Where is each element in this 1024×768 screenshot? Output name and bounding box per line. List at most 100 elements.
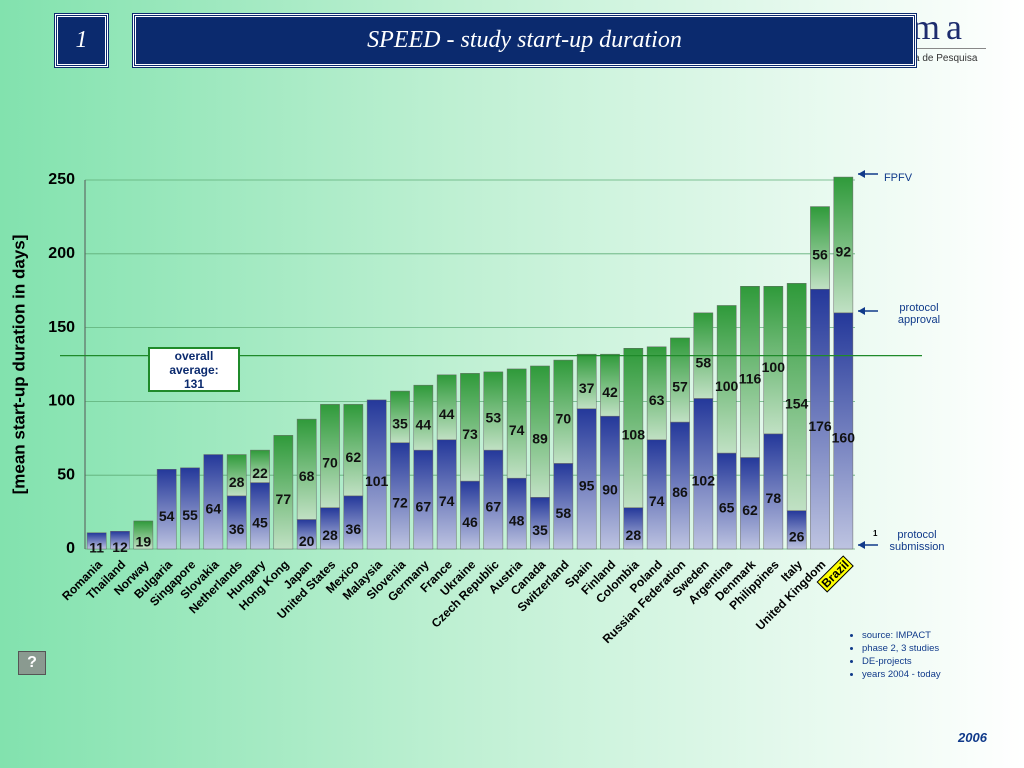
data-label: 154 <box>785 396 809 412</box>
bar-segment <box>110 531 130 550</box>
data-label: 74 <box>649 493 665 509</box>
data-label: 100 <box>715 378 739 394</box>
data-label: 48 <box>509 512 525 528</box>
y-axis-label: [mean start-up duration in days] <box>9 235 28 495</box>
data-label: 101 <box>365 473 389 489</box>
data-label: 116 <box>739 371 762 387</box>
data-label: 74 <box>439 493 455 509</box>
data-label: 36 <box>229 521 245 537</box>
y-tick-label: 200 <box>48 245 75 262</box>
note: phase 2, 3 studies <box>862 643 941 654</box>
data-label: 86 <box>672 484 688 500</box>
bar-segment <box>413 384 434 451</box>
data-label: 36 <box>346 521 362 537</box>
data-label: 35 <box>392 416 408 432</box>
data-label: 44 <box>439 406 455 422</box>
data-label: 44 <box>416 416 432 432</box>
bar-segment <box>296 418 317 520</box>
data-label: 73 <box>462 426 478 442</box>
help-button[interactable]: ? <box>18 651 46 675</box>
bar-segment <box>646 346 667 441</box>
data-label: 65 <box>719 500 735 516</box>
bar-segment <box>483 371 504 451</box>
data-label: 67 <box>416 498 432 514</box>
data-label: 12 <box>112 539 128 555</box>
legend-submission: protocol submission <box>889 529 945 553</box>
bar-segment <box>623 348 644 508</box>
data-label: 56 <box>812 247 828 263</box>
chart-title: SPEED - study start-up duration <box>132 13 917 68</box>
data-label: 62 <box>742 502 758 518</box>
arrow-head <box>858 541 865 549</box>
bar-segment <box>180 467 200 550</box>
bar-segment <box>250 449 270 483</box>
bar-segment <box>833 176 854 314</box>
data-label: 72 <box>392 495 408 511</box>
data-label: 63 <box>649 392 665 408</box>
slide-number: 1 <box>54 13 109 68</box>
data-label: 67 <box>486 498 502 514</box>
data-label: 100 <box>762 359 786 375</box>
data-label: 78 <box>766 490 782 506</box>
data-label: 58 <box>556 505 572 521</box>
bar-segment <box>530 365 550 498</box>
note: DE-projects <box>862 656 941 667</box>
data-label: 53 <box>486 410 502 426</box>
year: 2006 <box>958 730 987 745</box>
average-label: overall average: 131 <box>148 347 240 392</box>
data-label: 62 <box>346 449 362 465</box>
notes: source: IMPACT phase 2, 3 studies DE-proje… <box>852 630 941 682</box>
bar-segment <box>763 286 784 435</box>
highlight-box <box>816 555 854 593</box>
data-label: 176 <box>808 418 832 434</box>
data-label: 57 <box>672 379 688 395</box>
data-label: 77 <box>276 491 292 507</box>
data-label: 108 <box>622 427 646 443</box>
data-label: 28 <box>322 527 338 543</box>
bar-segment <box>716 305 737 454</box>
data-label: 70 <box>322 455 338 471</box>
data-label: 54 <box>159 508 175 524</box>
data-label: 22 <box>252 465 268 481</box>
data-label: 35 <box>532 522 548 538</box>
bar-segment <box>436 374 457 441</box>
bar-segment <box>86 532 107 550</box>
footnote-mark: 1 <box>873 529 878 538</box>
bar-segment <box>576 353 597 410</box>
data-label: 19 <box>136 534 152 550</box>
y-tick-label: 150 <box>48 319 75 336</box>
arrow-head <box>858 170 865 178</box>
data-label: 28 <box>626 527 642 543</box>
y-tick-label: 50 <box>57 466 75 483</box>
data-label: 37 <box>579 380 595 396</box>
data-label: 95 <box>579 478 595 494</box>
data-label: 42 <box>602 384 618 400</box>
y-tick-label: 0 <box>66 540 75 557</box>
bar-segment <box>203 454 224 550</box>
data-label: 20 <box>299 533 315 549</box>
x-tick-label: Brazil <box>819 557 852 590</box>
bar-segment <box>506 368 527 479</box>
data-label: 102 <box>692 472 716 488</box>
bar-segment <box>343 404 364 497</box>
bar-segment <box>740 286 760 458</box>
bar-segment <box>600 353 620 417</box>
bar-segment <box>156 469 177 550</box>
bar-segment <box>366 399 387 550</box>
data-label: 46 <box>462 514 478 530</box>
data-label: 89 <box>532 430 548 446</box>
data-label: 28 <box>229 474 245 490</box>
arrow-head <box>858 307 865 315</box>
data-label: 11 <box>89 540 104 556</box>
bar-segment <box>133 520 154 550</box>
legend-approval: protocol approval <box>897 302 941 326</box>
logo-mark: ma <box>912 7 968 47</box>
data-label: 68 <box>299 468 315 484</box>
bar-segment <box>390 390 410 443</box>
bar-segment <box>226 454 247 497</box>
logo-subtitle: a de Pesquisa <box>914 53 978 64</box>
data-label: 58 <box>696 354 712 370</box>
data-label: 70 <box>556 410 572 426</box>
bar-segment <box>553 359 574 464</box>
